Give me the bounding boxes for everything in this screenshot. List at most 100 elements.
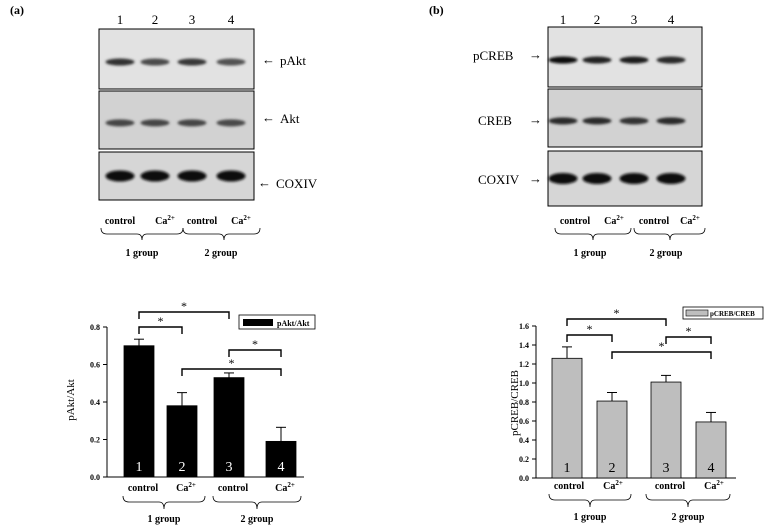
blot-arrow: →	[529, 171, 542, 186]
bar	[213, 377, 245, 478]
bar	[695, 421, 727, 479]
blot-panel-a	[98, 28, 255, 201]
x-categories: control Ca2+ control Ca2+ 1 group 2 grou…	[548, 479, 731, 523]
significance-brackets: * * * *	[566, 306, 712, 359]
y-tick-label: 0.2	[90, 436, 100, 445]
y-tick-label: 1.4	[519, 341, 529, 350]
blot-label-coxiv: COXIV	[276, 176, 318, 191]
blot-band	[582, 117, 612, 125]
y-tick-label: 0.6	[90, 361, 100, 370]
blot-band	[105, 58, 135, 66]
panel-b-label: (b)	[429, 3, 444, 17]
category-label: Ca2+	[176, 481, 196, 494]
significance-star: *	[229, 356, 235, 370]
group-label: 1 group	[574, 248, 607, 259]
blot-band	[216, 58, 246, 66]
group-brace	[645, 493, 731, 508]
blot-arrow: ←	[262, 52, 275, 67]
lane-number: 4	[668, 12, 675, 27]
panel-a-label: (a)	[10, 3, 24, 17]
y-tick-label: 0.6	[519, 417, 529, 426]
lane-number: 3	[631, 12, 638, 27]
blot-band	[140, 58, 170, 66]
condition-label: control	[187, 216, 218, 227]
bar	[596, 400, 628, 479]
blot-band	[619, 117, 649, 125]
significance-bracket	[566, 334, 613, 342]
blot-band	[177, 170, 207, 182]
group-label: 2 group	[672, 512, 705, 523]
group-brace	[212, 495, 302, 510]
y-tick-label: 1.2	[519, 360, 529, 369]
y-tick-label: 0.4	[519, 436, 529, 445]
significance-star: *	[158, 314, 164, 328]
legend-swatch	[685, 309, 709, 317]
group-brace	[633, 227, 706, 241]
significance-star: *	[181, 299, 187, 313]
significance-star: *	[686, 324, 692, 338]
condition-label: control	[105, 216, 136, 227]
blot-labels-a: ← pAkt ← Akt ← COXIV	[258, 52, 318, 191]
blot-band	[656, 56, 686, 64]
category-label: Ca2+	[704, 479, 724, 492]
group-label: 1 group	[574, 512, 607, 523]
condition-label: control	[560, 216, 591, 227]
condition-label: Ca2+	[680, 214, 700, 227]
y-tick-label: 0.2	[519, 455, 529, 464]
group-brace	[548, 493, 632, 508]
bar	[166, 405, 198, 478]
y-tick-label: 0.4	[90, 398, 100, 407]
lane-number: 3	[189, 12, 196, 27]
blot-strip	[547, 26, 703, 88]
blot-arrow: ←	[262, 110, 275, 125]
blot-band	[619, 56, 649, 64]
y-tick-label: 0.0	[90, 473, 100, 482]
group-brace	[554, 227, 632, 241]
lane-number: 2	[152, 12, 159, 27]
blot-band	[105, 170, 135, 182]
blot-label-pakt: pAkt	[280, 53, 306, 68]
significance-bracket	[181, 368, 282, 376]
significance-bracket	[228, 349, 282, 357]
y-tick-label: 0.8	[519, 398, 529, 407]
lane-number: 2	[594, 12, 601, 27]
blot-band	[656, 117, 686, 125]
condition-label: Ca2+	[604, 214, 624, 227]
bar	[265, 440, 297, 478]
bars: 1 2 3 4	[123, 338, 297, 478]
group-brace	[182, 227, 261, 241]
y-tick-label: 1.0	[519, 379, 529, 388]
blot-band	[619, 173, 649, 184]
lane-number: 4	[228, 12, 235, 27]
group-label: 1 group	[126, 248, 159, 259]
group-brace	[122, 495, 206, 510]
lane-number: 1	[117, 12, 124, 27]
bar-chart-pakt: pAkt/Akt 0.0 0.2 0.4 0.6 0.8 1 2 3 4 * * * * pAkt/…	[65, 299, 316, 525]
blot-label-coxiv: COXIV	[478, 172, 520, 187]
category-label: control	[554, 481, 585, 492]
significance-brackets: * * * *	[138, 299, 282, 376]
blot-band	[140, 119, 170, 127]
bar-number-label: 1	[136, 460, 143, 475]
legend-entry: pCREB/CREB	[710, 310, 755, 318]
blot-panel-b	[547, 26, 703, 207]
blot-band	[105, 119, 135, 127]
category-label: Ca2+	[603, 479, 623, 492]
condition-label: control	[639, 216, 670, 227]
group-label: 2 group	[205, 248, 238, 259]
blot-label-creb: CREB	[478, 113, 512, 128]
blot-band	[216, 170, 246, 182]
lane-numbers-a: 1 2 3 4	[117, 12, 235, 27]
lane-number: 1	[560, 12, 567, 27]
bar-number-label: 2	[609, 461, 616, 476]
category-label: control	[128, 483, 159, 494]
significance-star: *	[587, 322, 593, 336]
blot-band	[548, 56, 578, 64]
group-label: 2 group	[241, 514, 274, 525]
blot-arrow: →	[529, 112, 542, 127]
significance-bracket	[138, 326, 183, 334]
blot-band	[548, 117, 578, 125]
x-categories: control Ca2+ control Ca2+ 1 group 2 grou…	[122, 481, 302, 525]
significance-bracket	[138, 311, 230, 319]
